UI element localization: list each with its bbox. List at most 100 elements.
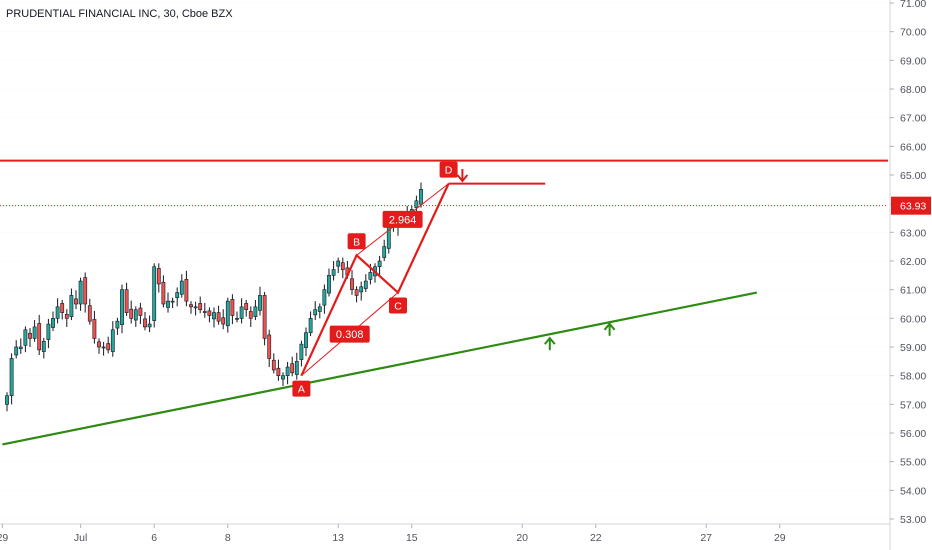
pattern-point-a[interactable]: A (292, 380, 311, 397)
last-price-tag: 63.93 (891, 196, 931, 215)
candle-body (382, 246, 387, 258)
pattern-point-b[interactable]: B (347, 233, 366, 250)
candle (216, 305, 221, 325)
candle-body (9, 358, 14, 397)
candle-body (18, 346, 23, 350)
candle-body (276, 367, 281, 376)
candle-body (258, 295, 262, 311)
ratio-label: 0.308 (336, 329, 364, 341)
candle (55, 298, 60, 324)
candle (143, 312, 147, 331)
candle (124, 282, 129, 317)
candle-body (317, 306, 322, 312)
candle (156, 263, 161, 293)
price-tick-label: 70.00 (900, 27, 926, 39)
candle (133, 306, 138, 327)
candle (198, 296, 203, 314)
candle-body (147, 323, 152, 328)
time-tick-label: Jul (74, 532, 87, 544)
ratio-badge (329, 325, 370, 343)
price-tick-label: 57.00 (900, 399, 926, 411)
candle-body (230, 299, 235, 316)
arrow-up-icon[interactable] (544, 336, 556, 351)
price-tick-label: 59.00 (900, 342, 926, 354)
candlestick-series (5, 182, 423, 412)
candle (115, 317, 120, 335)
price-tick-label: 71.00 (900, 0, 926, 10)
candle-body (350, 278, 354, 290)
candle (281, 372, 285, 386)
time-tick-label: 8 (225, 532, 231, 544)
price-tick-label: 62.00 (900, 256, 926, 268)
candle-body (285, 366, 290, 376)
pattern-point-badge (389, 297, 407, 314)
price-axis[interactable]: 71.0070.0069.0068.0067.0066.0065.0064.00… (889, 0, 931, 550)
arrow-down-icon[interactable] (456, 169, 469, 183)
candle-body (74, 298, 78, 305)
candle (161, 275, 166, 308)
candle (267, 329, 272, 368)
candle (78, 277, 83, 311)
drawing-overlays: A B C D 0.308 2.964 (0, 159, 888, 446)
ratio-label-bd[interactable]: 2.964 (382, 210, 423, 228)
candle (304, 327, 308, 357)
candle-body (23, 329, 28, 346)
candle-body (267, 334, 272, 359)
arrow-up-icon[interactable] (603, 322, 616, 336)
candle (129, 300, 134, 324)
pattern-point-badge (439, 161, 458, 178)
candle-body (290, 363, 295, 374)
candle (166, 292, 170, 313)
candle-body (138, 307, 143, 316)
candle (83, 272, 88, 313)
pattern-point-label: B (353, 236, 360, 248)
time-axis[interactable]: 29 Jul 6 8 13 15 20 22 27 29 (0, 523, 890, 544)
pattern-point-badge (347, 233, 366, 250)
candle (64, 309, 69, 327)
candle (179, 274, 184, 298)
candle-body (299, 343, 304, 360)
price-tick-label: 65.00 (900, 170, 926, 182)
candle (152, 263, 157, 328)
candle (382, 239, 387, 261)
candle-body (207, 310, 212, 316)
candle (147, 315, 152, 333)
candle (235, 311, 239, 323)
time-tick-label: 22 (590, 532, 602, 544)
candle-body (216, 312, 221, 322)
candle-body (377, 260, 382, 268)
candle-body (60, 303, 65, 313)
support-trendline[interactable] (2, 291, 758, 446)
price-tick-label: 56.00 (900, 428, 926, 440)
price-tick-label: 61.00 (900, 285, 926, 297)
candle (202, 302, 207, 318)
candle-body (308, 318, 313, 333)
candle-body (152, 266, 157, 321)
ratio-label-ac[interactable]: 0.308 (329, 325, 370, 343)
candle-body (156, 268, 161, 285)
candle (221, 309, 226, 330)
candle-body (248, 311, 253, 319)
candle-body (133, 309, 138, 321)
candle (258, 286, 262, 316)
candle (244, 299, 249, 317)
candle (317, 303, 322, 319)
pattern-point-badge (292, 380, 311, 397)
candle-body (239, 306, 244, 319)
pattern-point-d[interactable]: D (439, 161, 458, 178)
chart-title: PRUDENTIAL FINANCIAL INC, 30, Cboe BZX (6, 8, 233, 20)
candle-body (101, 346, 106, 349)
price-tick-label: 68.00 (900, 84, 926, 96)
candle (419, 182, 423, 208)
abcd-pattern-line[interactable] (300, 183, 450, 377)
pattern-point-c[interactable]: C (389, 297, 407, 314)
ratio-badge (382, 210, 423, 228)
candle (18, 338, 23, 354)
price-tick-label: 69.00 (900, 55, 926, 67)
candle-body (331, 269, 336, 276)
candle (87, 298, 92, 325)
candle-body (271, 359, 276, 371)
candle (74, 290, 78, 310)
candle (262, 291, 267, 346)
